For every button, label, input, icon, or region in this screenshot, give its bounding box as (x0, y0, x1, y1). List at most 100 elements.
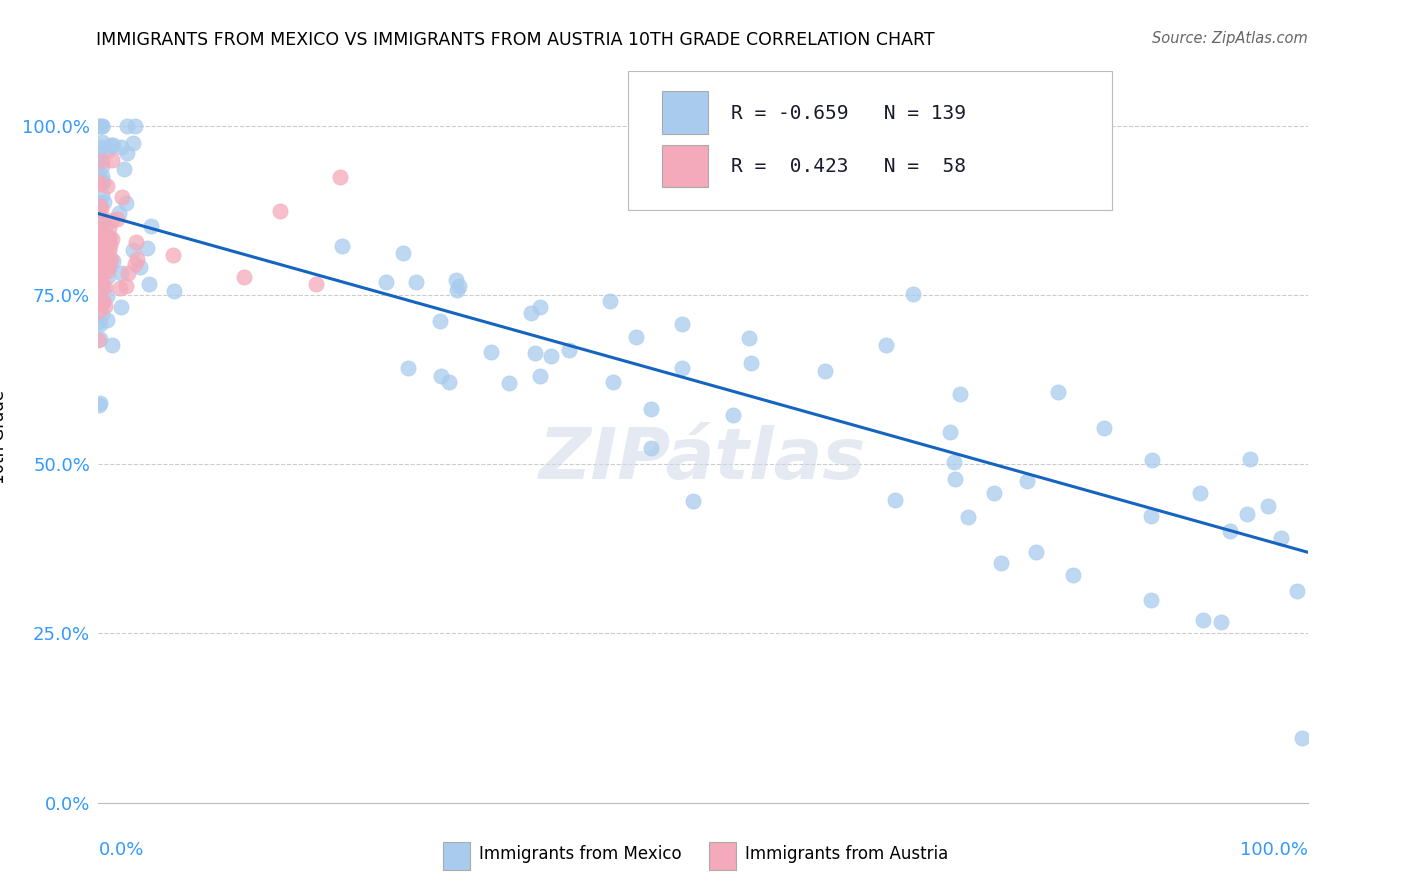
Point (396, 360, 419, 375)
Point (723, 408, 745, 422)
Point (624, 330, 647, 344)
Point (1286, 583, 1309, 598)
Point (90, 251, 112, 265)
Point (429, 314, 451, 328)
Point (91, 277, 114, 292)
Point (990, 556, 1012, 570)
Point (103, 254, 125, 268)
Point (87, 304, 110, 318)
Point (100, 138, 122, 153)
Point (98, 229, 121, 244)
Point (901, 287, 924, 301)
Point (91, 307, 114, 321)
Point (446, 273, 468, 287)
Text: R = -0.659   N = 139: R = -0.659 N = 139 (731, 103, 966, 122)
Point (96, 255, 118, 269)
Point (94, 256, 117, 270)
Point (138, 277, 160, 291)
Point (90, 264, 112, 278)
Point (875, 338, 897, 352)
Point (430, 369, 453, 384)
Point (93, 250, 115, 264)
Point (110, 266, 132, 280)
Point (90, 153, 112, 168)
Point (330, 238, 353, 252)
Point (91, 293, 114, 308)
Point (87, 195, 110, 210)
Point (1025, 544, 1047, 558)
Text: Immigrants from Mexico: Immigrants from Mexico (479, 845, 682, 863)
Point (87, 230, 110, 244)
Point (121, 244, 143, 258)
Point (93, 264, 115, 278)
Point (91, 135, 114, 149)
Point (1092, 421, 1115, 435)
Point (89, 265, 111, 279)
Point (101, 213, 124, 227)
Point (89, 119, 111, 133)
Point (1239, 452, 1261, 467)
FancyBboxPatch shape (628, 71, 1112, 211)
Point (87, 153, 110, 168)
Point (529, 301, 551, 315)
Point (682, 493, 704, 508)
Point (93, 228, 115, 243)
Point (124, 235, 146, 249)
Point (943, 472, 966, 486)
Point (90, 202, 112, 217)
Point (87, 231, 110, 245)
Point (91, 294, 114, 309)
Point (884, 493, 907, 508)
Point (232, 269, 254, 284)
Point (89, 332, 111, 346)
Point (96, 179, 118, 194)
Point (87, 333, 110, 347)
Point (115, 196, 138, 211)
Point (90, 250, 112, 264)
Point (97, 231, 120, 245)
Point (115, 279, 138, 293)
Point (91, 294, 114, 309)
Point (97, 144, 120, 158)
Point (87, 216, 110, 230)
Point (813, 364, 835, 378)
Text: Source: ZipAtlas.com: Source: ZipAtlas.com (1152, 31, 1308, 46)
Point (737, 331, 759, 345)
Point (329, 170, 352, 185)
Point (671, 317, 693, 331)
Point (90, 252, 112, 267)
Point (96, 239, 118, 253)
Point (125, 252, 148, 266)
Point (100, 252, 122, 266)
Y-axis label: 10th Grade: 10th Grade (0, 390, 8, 484)
Point (87, 398, 110, 412)
Point (162, 247, 184, 261)
Text: IMMIGRANTS FROM MEXICO VS IMMIGRANTS FROM AUSTRIA 10TH GRADE CORRELATION CHART: IMMIGRANTS FROM MEXICO VS IMMIGRANTS FRO… (96, 31, 934, 49)
Point (1189, 485, 1212, 500)
Point (89, 174, 111, 188)
Point (90, 175, 112, 189)
Point (87, 153, 110, 168)
Point (93, 195, 115, 210)
Point (1291, 731, 1313, 745)
Point (498, 376, 520, 391)
Point (375, 275, 398, 289)
Point (110, 140, 132, 154)
Point (91, 119, 114, 133)
Point (108, 281, 131, 295)
Point (87, 169, 110, 184)
Point (87, 250, 110, 264)
Point (89, 196, 111, 211)
Point (87, 175, 110, 189)
Point (983, 486, 1005, 500)
Text: ZIPátlas: ZIPátlas (540, 425, 866, 493)
Point (97, 220, 120, 235)
Point (446, 284, 468, 298)
Point (1270, 531, 1292, 545)
Point (87, 223, 110, 237)
Point (269, 204, 291, 219)
Bar (443, 842, 470, 870)
Point (101, 337, 124, 351)
Point (111, 190, 134, 204)
Point (602, 375, 624, 389)
